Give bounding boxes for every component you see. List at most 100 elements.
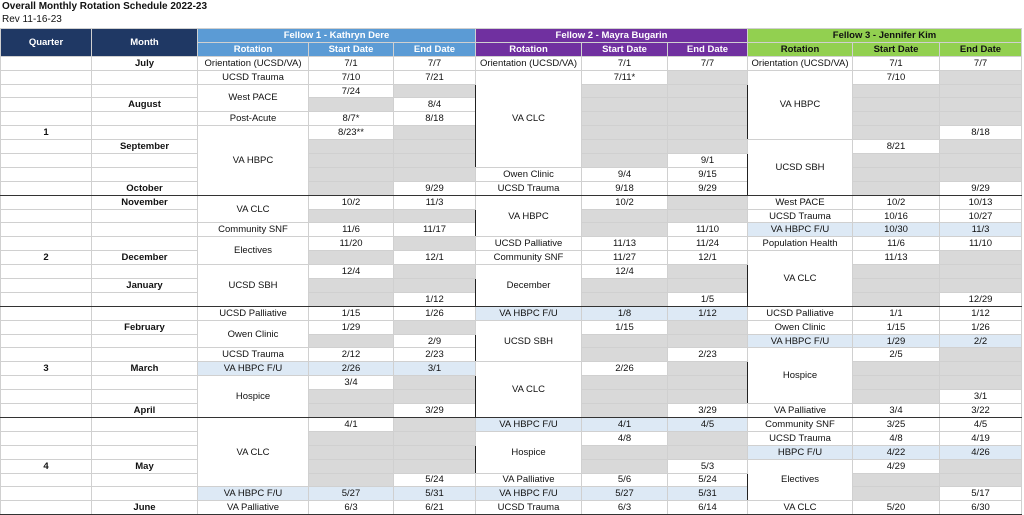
fellow1-start-cell: 11/20 bbox=[308, 236, 394, 252]
fellow3-start-cell: 10/30 bbox=[852, 222, 940, 238]
fellow3-rotation-cell: West PACE bbox=[747, 194, 853, 210]
fellow3-rotation-cell: Hospice bbox=[747, 347, 853, 405]
fellow3-start-cell bbox=[852, 486, 940, 502]
fellow1-end-cell: 3/1 bbox=[393, 361, 476, 377]
fellow3-start-cell bbox=[852, 472, 940, 488]
fellow2-end-cell: 9/15 bbox=[667, 166, 748, 182]
fellow2-start-cell: 7/1 bbox=[581, 55, 668, 71]
quarter-cell bbox=[0, 430, 92, 446]
fellow2-end-cell: 9/1 bbox=[667, 153, 748, 168]
quarter-cell bbox=[0, 69, 92, 85]
table-row: January bbox=[0, 278, 1023, 293]
fellow2-header: Fellow 2 - Mayra Bugarin bbox=[475, 28, 748, 43]
fellow2-start-cell: 10/2 bbox=[581, 194, 668, 210]
fellow3-end-cell: 7/7 bbox=[938, 55, 1023, 71]
table-row: February Owen Clinic 1/29 UCSD SBH 1/15 Owen … bbox=[0, 319, 1023, 363]
fellow1-start-cell: 5/27 bbox=[308, 486, 394, 502]
fellow1-end-cell: 5/24 bbox=[393, 472, 476, 488]
fellow1-end-cell bbox=[393, 389, 476, 405]
fellow2-start-cell bbox=[581, 389, 668, 405]
month-cell: December bbox=[91, 250, 198, 266]
fellow1-end-cell: 1/26 bbox=[393, 305, 476, 321]
month-cell: April bbox=[91, 403, 198, 418]
fellow1-start-cell: 8/7* bbox=[308, 111, 394, 127]
fellow2-start-cell: 9/18 bbox=[581, 180, 668, 196]
fellow3-rotation-cell: VA CLC bbox=[747, 250, 853, 307]
fellow1-end-cell: 2/23 bbox=[393, 347, 476, 363]
quarter-cell bbox=[0, 166, 92, 182]
quarter-cell bbox=[0, 111, 92, 127]
fellow2-rotation-cell: VA CLC bbox=[475, 69, 582, 168]
fellow2-start-cell bbox=[581, 111, 668, 127]
quarter-cell: 1 bbox=[0, 125, 92, 141]
fellow2-start-cell: 1/15 bbox=[581, 319, 668, 335]
fellow2-start-cell: 4/8 bbox=[581, 430, 668, 446]
fellow1-end-cell: 5/31 bbox=[393, 486, 476, 502]
quarter-cell: 3 bbox=[0, 361, 92, 377]
fellow2-rotation-cell: VA HBPC F/U bbox=[475, 305, 582, 321]
fellow1-start-cell: 3/4 bbox=[308, 375, 394, 391]
month-cell bbox=[91, 236, 198, 252]
quarter-cell bbox=[0, 139, 92, 155]
quarter-cell bbox=[0, 208, 92, 224]
table-row: June VA Palliative 6/3 6/21 UCSD Trauma 6/3 6/… bbox=[0, 500, 1023, 515]
fellow1-end-cell bbox=[393, 236, 476, 252]
fellow3-rotation-cell: HBPC F/U bbox=[747, 444, 853, 460]
fellow1-end-cell: 8/4 bbox=[393, 97, 476, 113]
fellow2-end-cell: 5/3 bbox=[667, 458, 748, 474]
fellow3-end-cell: 2/2 bbox=[938, 333, 1023, 349]
fellow3-start-cell: 7/10 bbox=[852, 69, 940, 85]
month-cell bbox=[91, 291, 198, 307]
fellow2-start-cell bbox=[581, 333, 668, 349]
fellow3-end-cell: 5/17 bbox=[938, 486, 1023, 502]
table-row: HBPC F/U 4/22 4/26 bbox=[0, 444, 1023, 460]
fellow3-rotation-cell: UCSD SBH bbox=[747, 139, 853, 196]
fellow3-rotation-cell: Population Health bbox=[747, 236, 853, 252]
fellow1-end-cell: 7/21 bbox=[393, 69, 476, 85]
fellow3-start-cell bbox=[852, 166, 940, 182]
fellow2-rotation-cell: VA HBPC F/U bbox=[475, 486, 582, 502]
fellow2-start-cell bbox=[581, 97, 668, 113]
fellow3-start-header: Start Date bbox=[852, 41, 940, 57]
quarter-cell bbox=[0, 291, 92, 307]
fellow3-end-cell: 4/26 bbox=[938, 444, 1023, 460]
fellow1-start-cell bbox=[308, 430, 394, 446]
fellow2-end-cell: 11/10 bbox=[667, 222, 748, 238]
quarter-cell: 2 bbox=[0, 250, 92, 266]
fellow2-rotation-cell: VA CLC bbox=[475, 361, 582, 418]
month-cell bbox=[91, 486, 198, 502]
fellow1-rotation-cell: Hospice bbox=[197, 375, 309, 418]
fellow2-start-cell: 4/1 bbox=[581, 416, 668, 432]
fellow3-start-cell bbox=[852, 278, 940, 293]
fellow2-rotation-cell: UCSD Palliative bbox=[475, 236, 582, 252]
month-cell bbox=[91, 153, 198, 168]
quarter-cell bbox=[0, 333, 92, 349]
month-cell bbox=[91, 69, 198, 85]
fellow2-start-cell bbox=[581, 222, 668, 238]
fellow3-header: Fellow 3 - Jennifer Kim bbox=[746, 28, 1023, 43]
fellow3-end-cell: 10/13 bbox=[938, 194, 1023, 210]
fellow2-end-cell bbox=[667, 444, 748, 460]
quarter-header: Quarter bbox=[0, 28, 92, 57]
fellow2-end-cell: 4/5 bbox=[667, 416, 748, 432]
fellow1-end-cell: 8/18 bbox=[393, 111, 476, 127]
fellow1-rotation-cell: VA HBPC F/U bbox=[197, 361, 309, 377]
table-row: 3 March VA HBPC F/U 2/26 3/1 VA CLC 2/26 bbox=[0, 361, 1023, 418]
table-row: April 3/29 3/29 VA Palliative 3/4 3/22 bbox=[0, 403, 1023, 418]
quarter-cell bbox=[0, 444, 92, 460]
fellow3-end-cell bbox=[938, 375, 1023, 391]
month-cell bbox=[91, 264, 198, 280]
fellow3-rotation-header: Rotation bbox=[747, 41, 853, 57]
fellow3-rotation-cell: UCSD Trauma bbox=[747, 208, 853, 224]
fellow1-start-cell: 4/1 bbox=[308, 416, 394, 432]
fellow3-rotation-cell: Owen Clinic bbox=[747, 319, 853, 335]
month-cell: May bbox=[91, 458, 198, 474]
fellow2-end-cell bbox=[667, 319, 748, 335]
fellow3-end-header: End Date bbox=[938, 41, 1023, 57]
fellow1-start-cell bbox=[308, 333, 394, 349]
fellow3-start-cell: 4/29 bbox=[852, 458, 940, 474]
fellow2-end-cell bbox=[667, 83, 748, 99]
fellow1-end-cell: 11/3 bbox=[393, 194, 476, 210]
fellow2-rotation-cell: Community SNF bbox=[475, 250, 582, 266]
fellow1-start-cell bbox=[308, 250, 394, 266]
